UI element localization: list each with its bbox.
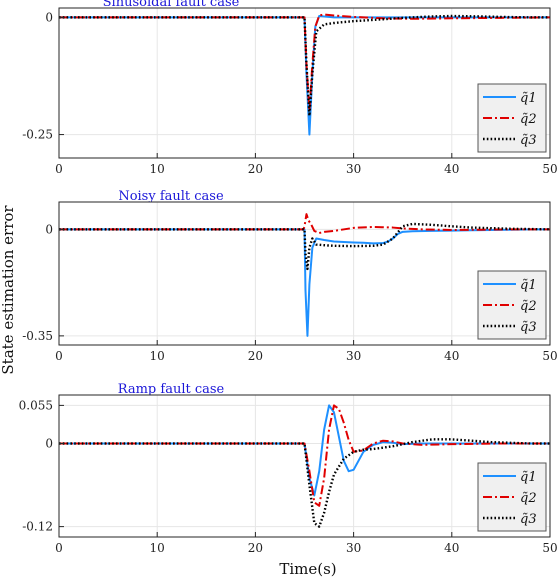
legend-label-q2: q̃2 xyxy=(520,491,537,506)
legend-label-q1: q̃1 xyxy=(520,91,537,106)
series-group xyxy=(59,13,550,136)
y-tick-label: 0 xyxy=(45,436,53,450)
y-tick-label: -0.35 xyxy=(22,329,53,343)
x-tick-label: 50 xyxy=(542,162,557,176)
x-tick-label: 40 xyxy=(444,541,459,555)
legend: q̃1 q̃2 q̃3 xyxy=(477,83,547,153)
series-line-q3 xyxy=(59,14,550,118)
legend-label-q2: q̃2 xyxy=(520,299,537,314)
x-tick-label: 10 xyxy=(150,349,165,363)
x-tick-label: 0 xyxy=(55,162,63,176)
x-tick-label: 40 xyxy=(444,162,459,176)
legend-label-q3: q̃3 xyxy=(520,320,537,335)
x-tick-label: 30 xyxy=(346,349,361,363)
series-line-q2 xyxy=(59,13,550,113)
legend-label-q3: q̃3 xyxy=(520,512,537,527)
series-line-q1 xyxy=(59,404,550,497)
x-tick-label: 0 xyxy=(55,541,63,555)
plot-frame xyxy=(58,394,551,538)
chart-panel-1: Sinusoidal fault case 0 10 20 30 40 50 0 -0.25 q̃… xyxy=(22,0,557,176)
x-axis-label: Time(s) xyxy=(279,560,336,578)
series-group xyxy=(59,404,550,528)
x-tick-label: 20 xyxy=(248,162,263,176)
panel-title: Noisy fault case xyxy=(118,189,224,204)
y-tick-label: -0.12 xyxy=(22,520,53,534)
panel-title: Sinusoidal fault case xyxy=(103,0,240,10)
legend-label-q2: q̃2 xyxy=(520,112,537,127)
y-tick-label: 0 xyxy=(45,10,53,24)
x-tick-label: 20 xyxy=(248,349,263,363)
series-line-q2 xyxy=(59,404,550,507)
x-tick-label: 30 xyxy=(346,541,361,555)
x-tick-label: 10 xyxy=(150,541,165,555)
x-tick-label: 30 xyxy=(346,162,361,176)
y-axis-label: State estimation error xyxy=(0,205,17,375)
x-tick-label: 50 xyxy=(542,541,557,555)
series-line-q3 xyxy=(59,438,550,528)
legend: q̃1 q̃2 q̃3 xyxy=(477,462,547,532)
plot-frame xyxy=(58,201,551,346)
legend-label-q1: q̃1 xyxy=(520,278,537,293)
y-tick-label: 0 xyxy=(45,222,53,236)
legend-label-q1: q̃1 xyxy=(520,470,537,485)
legend: q̃1 q̃2 q̃3 xyxy=(477,270,547,340)
plot-frame xyxy=(58,7,551,159)
x-tick-label: 20 xyxy=(248,541,263,555)
series-line-q1 xyxy=(59,228,550,337)
series-group xyxy=(59,213,550,337)
x-tick-label: 0 xyxy=(55,349,63,363)
legend-label-q3: q̃3 xyxy=(520,133,537,148)
series-line-q2 xyxy=(59,213,550,235)
panel-title: Ramp fault case xyxy=(118,382,225,397)
x-tick-label: 40 xyxy=(444,349,459,363)
x-tick-label: 10 xyxy=(150,162,165,176)
y-tick-label: -0.25 xyxy=(22,128,53,142)
x-tick-label: 50 xyxy=(542,349,557,363)
y-tick-label: 0.055 xyxy=(19,398,53,412)
